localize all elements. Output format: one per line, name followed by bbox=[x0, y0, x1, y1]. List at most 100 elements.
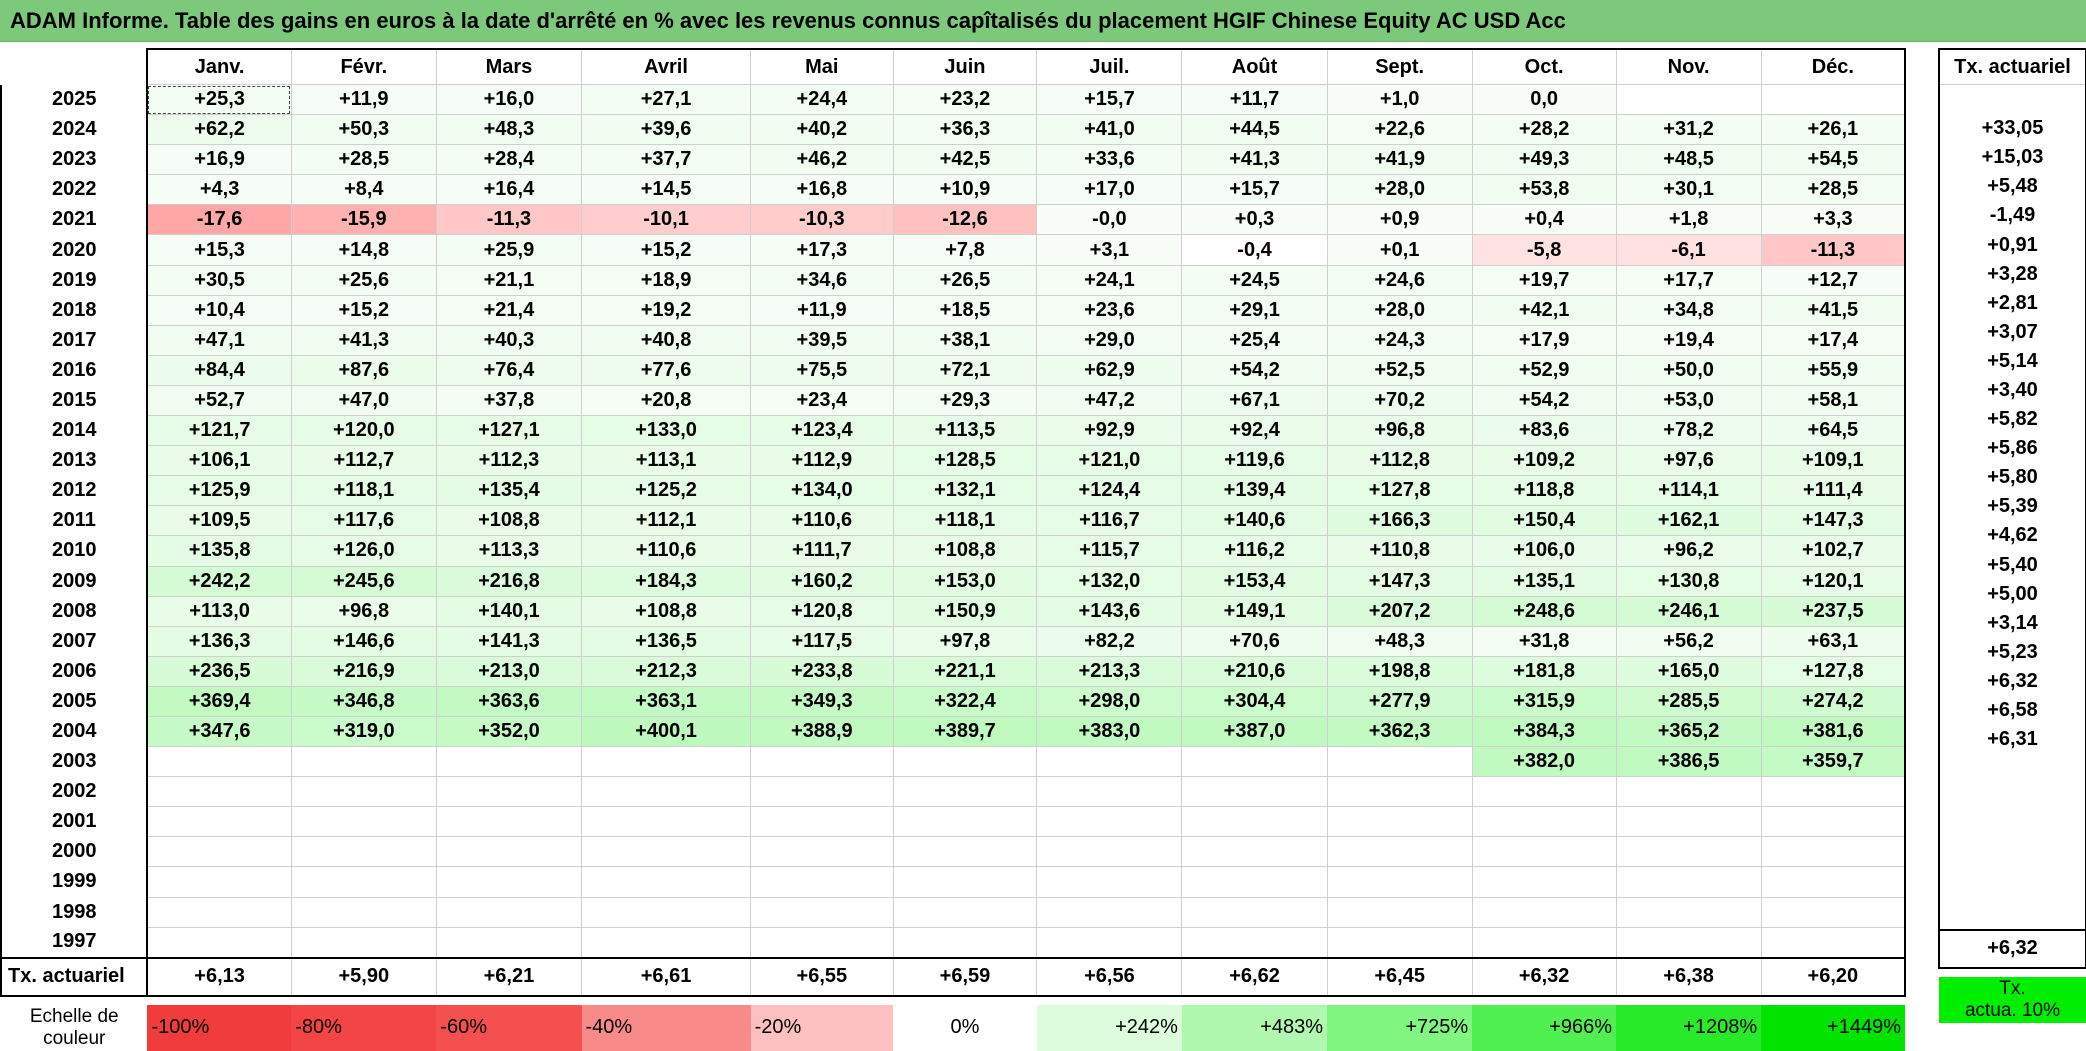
value-cell: +53,8 bbox=[1471, 174, 1617, 206]
value-cell: +110,8 bbox=[1326, 535, 1473, 567]
value-cell bbox=[580, 836, 752, 868]
table-row: 2020 +15,3 +14,8 +25,9 +15,2 +17,3 +7,8 +3,1 -0,… bbox=[0, 234, 1906, 266]
value-cell: +136,5 bbox=[580, 625, 752, 657]
color-scale-swatch: +725% bbox=[1327, 1004, 1473, 1051]
actuarial-value: +6,59 bbox=[892, 956, 1038, 997]
value-cell bbox=[1471, 776, 1617, 808]
year-label: 2022 bbox=[0, 174, 148, 205]
value-cell bbox=[750, 866, 894, 898]
rate-cell: +2,81 bbox=[1938, 288, 2086, 318]
value-cell: +352,0 bbox=[435, 715, 583, 748]
rate-cell: +33,05 bbox=[1938, 114, 2086, 144]
value-cell: +126,0 bbox=[290, 535, 437, 567]
side-row: +3,07 bbox=[1938, 317, 2086, 347]
value-cell: +67,1 bbox=[1181, 384, 1328, 417]
value-cell bbox=[750, 806, 894, 838]
year-label: 2012 bbox=[0, 475, 148, 506]
value-cell bbox=[290, 836, 437, 868]
value-cell bbox=[892, 776, 1038, 808]
value-cell bbox=[290, 896, 437, 928]
side-scale-swatch: Tx. actua. 10% bbox=[1939, 976, 2086, 1023]
rate-cell: +15,03 bbox=[1938, 143, 2086, 173]
color-scale-swatch: +483% bbox=[1181, 1004, 1328, 1051]
year-label: 2025 bbox=[0, 84, 148, 115]
value-cell: +15,3 bbox=[146, 234, 292, 266]
value-cell: +112,1 bbox=[580, 505, 752, 537]
actuarial-value: +6,13 bbox=[146, 956, 292, 997]
value-cell: +1,0 bbox=[1326, 83, 1473, 116]
value-cell: +22,6 bbox=[1326, 114, 1473, 146]
value-cell: +400,1 bbox=[580, 715, 752, 748]
value-cell: +127,8 bbox=[1760, 655, 1906, 687]
value-cell bbox=[1181, 806, 1328, 838]
value-cell: +97,8 bbox=[892, 625, 1038, 657]
value-cell: +141,3 bbox=[435, 625, 583, 657]
actuarial-total: +6,32 bbox=[1938, 928, 2086, 969]
value-cell: -11,3 bbox=[1760, 234, 1906, 266]
rate-cell: +3,07 bbox=[1938, 317, 2086, 347]
value-cell bbox=[1615, 866, 1762, 898]
month-header: Mai bbox=[750, 48, 894, 85]
value-cell bbox=[146, 776, 292, 808]
value-cell: +116,7 bbox=[1036, 505, 1183, 537]
value-cell: +135,8 bbox=[146, 535, 292, 567]
value-cell: -15,9 bbox=[290, 204, 437, 236]
value-cell: +134,0 bbox=[750, 475, 894, 507]
value-cell: +26,5 bbox=[892, 264, 1038, 296]
value-cell: +130,8 bbox=[1615, 565, 1762, 597]
value-cell: +382,0 bbox=[1471, 746, 1617, 778]
side-header-row: Tx. actuariel bbox=[1938, 48, 2086, 85]
value-cell: +39,6 bbox=[580, 114, 752, 146]
value-cell: +120,0 bbox=[290, 415, 437, 447]
value-cell: +72,1 bbox=[892, 354, 1038, 386]
value-cell: +41,3 bbox=[290, 324, 437, 356]
value-cell: +25,3 bbox=[146, 83, 292, 116]
value-cell bbox=[290, 866, 437, 898]
year-label: 2010 bbox=[0, 535, 148, 566]
value-cell: +165,0 bbox=[1615, 655, 1762, 687]
value-cell: +118,1 bbox=[892, 505, 1038, 537]
year-label: 2002 bbox=[0, 776, 148, 807]
rate-cell: +5,14 bbox=[1938, 346, 2086, 376]
value-cell bbox=[750, 746, 894, 778]
value-cell: +127,8 bbox=[1326, 475, 1473, 507]
table-row: 2024 +62,2 +50,3 +48,3 +39,6 +40,2 +36,3 +41,0 +… bbox=[0, 114, 1906, 146]
year-label: 2016 bbox=[0, 355, 148, 386]
value-cell: +48,3 bbox=[1326, 625, 1473, 657]
value-cell: +17,3 bbox=[750, 234, 894, 266]
value-cell bbox=[435, 896, 583, 928]
value-cell bbox=[1181, 896, 1328, 928]
value-cell bbox=[892, 926, 1038, 959]
side-scale-row: Tx. actua. 10% bbox=[1939, 976, 2086, 1023]
value-cell: +298,0 bbox=[1036, 685, 1183, 717]
year-label: 2003 bbox=[0, 746, 148, 777]
table-row: 2011 +109,5 +117,6 +108,8 +112,1 +110,6 +118,1… bbox=[0, 505, 1906, 537]
year-label: 2024 bbox=[0, 114, 148, 145]
value-cell bbox=[435, 836, 583, 868]
value-cell: +50,0 bbox=[1615, 354, 1762, 386]
value-cell: +135,4 bbox=[435, 475, 583, 507]
value-cell: +274,2 bbox=[1760, 685, 1906, 717]
value-cell: +221,1 bbox=[892, 655, 1038, 687]
table-row: 2005 +369,4 +346,8 +363,6 +363,1 +349,3 +322,4… bbox=[0, 685, 1906, 717]
table-row: 2002 bbox=[0, 776, 1906, 808]
value-cell: +37,7 bbox=[580, 144, 752, 176]
value-cell: +82,2 bbox=[1036, 625, 1183, 657]
value-cell bbox=[1760, 836, 1906, 868]
value-cell: +111,7 bbox=[750, 535, 894, 567]
value-cell bbox=[750, 896, 894, 928]
side-row: +15,03 bbox=[1938, 143, 2086, 173]
value-cell: +96,2 bbox=[1615, 535, 1762, 567]
value-cell bbox=[1471, 926, 1617, 959]
value-cell: +3,3 bbox=[1760, 204, 1906, 236]
value-cell bbox=[892, 866, 1038, 898]
gains-table: Janv. Févr. Mars Avril Mai Juin Juil. Août Sept.… bbox=[0, 48, 1906, 1051]
value-cell: +23,4 bbox=[750, 384, 894, 417]
value-cell bbox=[1036, 836, 1183, 868]
table-row: 2016 +84,4 +87,6 +76,4 +77,6 +75,5 +72,1 +62,9 +… bbox=[0, 354, 1906, 386]
value-cell bbox=[1615, 83, 1762, 116]
value-cell: +109,2 bbox=[1471, 445, 1617, 477]
value-cell: +48,3 bbox=[435, 114, 583, 146]
rate-cell bbox=[1938, 899, 2086, 931]
color-scale-label-line2: couleur bbox=[43, 1027, 106, 1049]
